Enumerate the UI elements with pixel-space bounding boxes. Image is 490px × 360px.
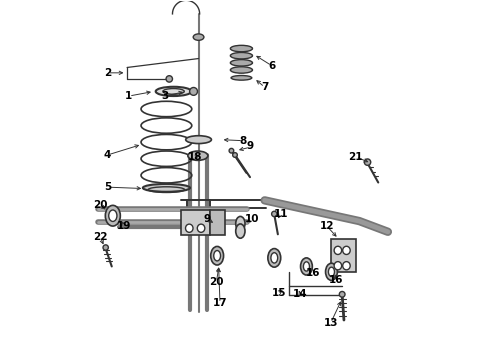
Text: 1: 1 [125,91,132,101]
Ellipse shape [300,258,312,275]
Bar [181,210,210,235]
Ellipse shape [230,53,252,59]
Ellipse shape [334,246,342,255]
Ellipse shape [197,224,205,232]
Ellipse shape [186,224,193,232]
Text: 12: 12 [320,221,334,231]
Ellipse shape [343,262,350,270]
Text: 8: 8 [240,136,247,146]
Text: 2: 2 [104,68,111,78]
Text: 16: 16 [329,275,343,285]
Ellipse shape [214,251,220,261]
Ellipse shape [303,262,310,271]
Text: 22: 22 [93,232,108,242]
Bar [210,210,225,235]
Text: 19: 19 [116,221,131,231]
Ellipse shape [334,262,342,270]
Ellipse shape [231,76,252,80]
Text: 20: 20 [209,277,223,287]
Ellipse shape [236,216,245,231]
Ellipse shape [211,247,223,265]
Ellipse shape [325,263,337,280]
Text: 15: 15 [271,288,286,297]
Text: 5: 5 [104,182,111,192]
Ellipse shape [186,136,211,144]
Ellipse shape [156,87,192,96]
Text: 16: 16 [306,268,320,278]
Text: 6: 6 [268,61,275,71]
Ellipse shape [268,249,281,267]
Ellipse shape [193,34,204,40]
Ellipse shape [103,245,108,250]
Ellipse shape [271,253,278,263]
Text: 10: 10 [245,214,259,224]
Ellipse shape [166,76,172,82]
Ellipse shape [364,159,371,165]
Ellipse shape [233,153,237,157]
Ellipse shape [105,205,121,226]
Text: 20: 20 [93,200,108,210]
Bar [331,239,356,272]
Text: 9: 9 [204,214,211,224]
Ellipse shape [229,148,234,153]
Ellipse shape [188,151,208,160]
Text: 11: 11 [273,209,288,219]
Text: 3: 3 [161,91,168,101]
Ellipse shape [230,60,252,66]
Ellipse shape [236,224,245,238]
Ellipse shape [271,211,277,217]
Ellipse shape [190,87,197,95]
Text: 4: 4 [104,150,111,160]
Text: 14: 14 [293,289,308,299]
Ellipse shape [339,292,345,297]
Text: 21: 21 [348,152,363,162]
Text: 7: 7 [261,82,269,92]
Text: 13: 13 [323,318,338,328]
Text: 9: 9 [247,141,254,151]
Text: 17: 17 [213,298,227,308]
Text: 18: 18 [188,152,202,162]
Ellipse shape [230,67,252,73]
Ellipse shape [143,184,190,192]
Ellipse shape [343,246,350,255]
Ellipse shape [230,45,252,52]
Ellipse shape [328,267,335,276]
Ellipse shape [109,210,117,221]
